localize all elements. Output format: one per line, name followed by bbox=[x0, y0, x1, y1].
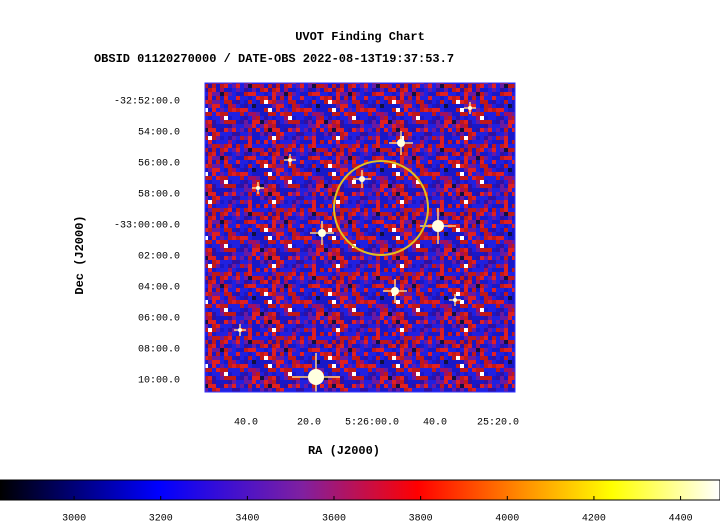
subtitle: OBSID 01120270000 / DATE-OBS 2022-08-13T… bbox=[94, 52, 454, 66]
y-tick-label: -32:52:00.0 bbox=[114, 97, 180, 108]
star bbox=[288, 158, 292, 162]
sky-image bbox=[205, 83, 515, 392]
x-tick-label: 5:26:00.0 bbox=[345, 418, 399, 429]
star bbox=[432, 220, 444, 232]
star bbox=[318, 229, 326, 237]
colorbar-tick-label: 4200 bbox=[582, 514, 606, 521]
star bbox=[256, 186, 260, 190]
star bbox=[453, 298, 457, 302]
colorbar-tick-label: 3400 bbox=[235, 514, 259, 521]
star bbox=[308, 369, 324, 385]
star bbox=[468, 106, 472, 110]
y-axis-label: Dec (J2000) bbox=[73, 215, 87, 294]
colorbar-tick-label: 3600 bbox=[322, 514, 346, 521]
y-tick-label: 54:00.0 bbox=[138, 128, 180, 139]
sources bbox=[234, 102, 476, 392]
title: UVOT Finding Chart bbox=[295, 30, 425, 44]
y-tick-label: -33:00:00.0 bbox=[114, 221, 180, 232]
star bbox=[391, 287, 399, 295]
x-tick-label: 25:20.0 bbox=[477, 418, 519, 429]
y-tick-label: 58:00.0 bbox=[138, 190, 180, 201]
star bbox=[397, 139, 405, 147]
y-tick-label: 10:00.0 bbox=[138, 376, 180, 387]
star bbox=[359, 176, 365, 182]
colorbar-tick-label: 3000 bbox=[62, 514, 86, 521]
y-tick-label: 08:00.0 bbox=[138, 345, 180, 356]
colorbar-tick-label: 3800 bbox=[409, 514, 433, 521]
x-tick-label: 20.0 bbox=[297, 418, 321, 429]
y-tick-label: 04:00.0 bbox=[138, 283, 180, 294]
star bbox=[238, 328, 242, 332]
colorbar-tick-label: 4400 bbox=[669, 514, 693, 521]
y-tick-label: 56:00.0 bbox=[138, 159, 180, 170]
y-tick-label: 06:00.0 bbox=[138, 314, 180, 325]
y-tick-label: 02:00.0 bbox=[138, 252, 180, 263]
x-tick-label: 40.0 bbox=[423, 418, 447, 429]
colorbar bbox=[0, 479, 720, 501]
x-tick-label: 40.0 bbox=[234, 418, 258, 429]
colorbar-tick-label: 3200 bbox=[149, 514, 173, 521]
target-circle bbox=[333, 160, 429, 256]
image-frame bbox=[204, 82, 516, 393]
colorbar-tick-label: 4000 bbox=[495, 514, 519, 521]
x-axis-label: RA (J2000) bbox=[308, 444, 380, 458]
